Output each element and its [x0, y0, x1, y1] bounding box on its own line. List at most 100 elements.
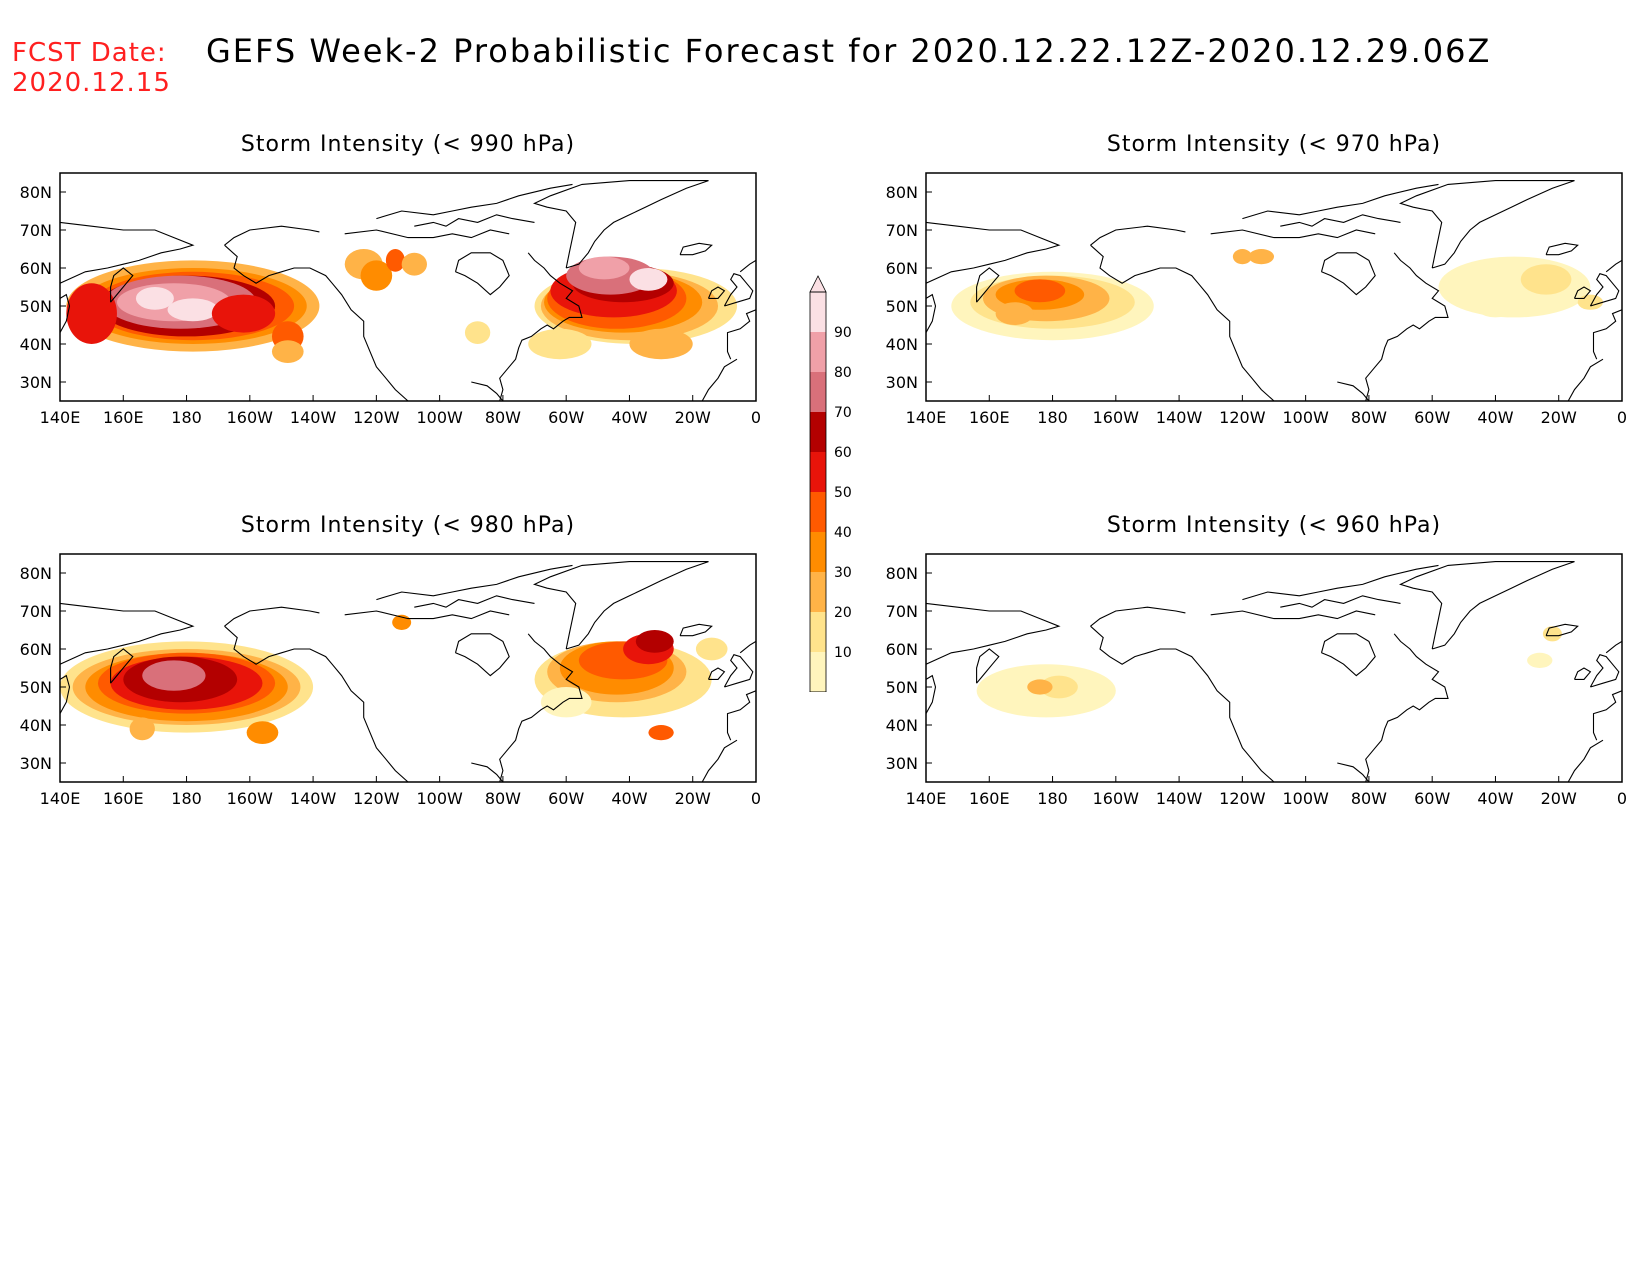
- lat-tick-label: 70N: [886, 221, 918, 240]
- coastline: [679, 623, 713, 637]
- coastline: [224, 225, 320, 246]
- coastline: [454, 252, 510, 296]
- lon-tick-label: 0: [1617, 789, 1627, 808]
- coastline: [926, 674, 937, 714]
- coastline: [707, 667, 726, 680]
- lat-tick-label: 50N: [20, 678, 52, 697]
- lat-tick-label: 80N: [20, 183, 52, 202]
- colorbar-swatch: [810, 492, 826, 532]
- probability-contour: [135, 287, 174, 310]
- lon-tick-label: 180: [1037, 408, 1068, 427]
- lat-tick-label: 70N: [886, 602, 918, 621]
- probability-contour: [129, 717, 155, 741]
- probability-contour: [271, 340, 304, 363]
- lat-tick-label: 60N: [886, 259, 918, 278]
- lon-tick-label: 160E: [103, 789, 144, 808]
- probability-contour: [66, 283, 117, 344]
- coastline: [1210, 610, 1376, 620]
- coastline: [344, 610, 510, 620]
- colorbar-swatch: [810, 332, 826, 372]
- lon-tick-label: 0: [751, 789, 761, 808]
- coastline: [1090, 606, 1186, 627]
- lat-tick-label: 70N: [20, 221, 52, 240]
- lat-tick-label: 40N: [886, 335, 918, 354]
- lon-tick-label: 160W: [1093, 789, 1140, 808]
- coastline: [1592, 309, 1622, 360]
- lon-tick-label: 0: [1617, 408, 1627, 427]
- coastline: [471, 381, 504, 401]
- lon-tick-label: 20W: [675, 789, 711, 808]
- coastline: [110, 267, 134, 303]
- probability-contour: [401, 252, 427, 276]
- coastline: [60, 293, 71, 333]
- lon-tick-label: 140E: [40, 789, 81, 808]
- lat-tick-label: 50N: [886, 297, 918, 316]
- lon-tick-label: 60W: [1414, 789, 1450, 808]
- coastline: [739, 640, 756, 654]
- coastline: [1573, 667, 1592, 680]
- colorbar-swatch: [810, 572, 826, 612]
- map-panel-970: 140E 160E 180 160W 140W 120W 100W 80W 60W 40W 20W 0…: [886, 172, 1627, 427]
- probability-contour: [995, 302, 1034, 325]
- lon-tick-label: 160E: [969, 408, 1010, 427]
- coastline: [60, 602, 195, 665]
- coastline: [1280, 595, 1401, 608]
- probability-field: [66, 249, 738, 363]
- lon-tick-label: 140W: [290, 789, 337, 808]
- coastline: [926, 293, 937, 333]
- page-title: GEFS Week-2 Probabilistic Forecast for 2…: [206, 32, 1492, 70]
- probability-contour: [142, 660, 206, 691]
- colorbar-swatch: [810, 292, 826, 332]
- coastline: [1605, 259, 1622, 273]
- lon-tick-label: 60W: [548, 789, 584, 808]
- plot-frame: [925, 553, 1623, 783]
- coastline: [1090, 225, 1186, 246]
- coastline: [1545, 242, 1579, 256]
- lon-tick-label: 180: [171, 789, 202, 808]
- lat-tick-label: 30N: [886, 754, 918, 773]
- lon-tick-label: 80W: [485, 789, 521, 808]
- probability-contour: [464, 321, 491, 344]
- colorbar-label: 60: [834, 445, 852, 461]
- coastline: [1090, 625, 1275, 782]
- coastline: [1242, 564, 1439, 601]
- colorbar-label: 90: [834, 325, 852, 341]
- coastline: [739, 259, 756, 273]
- lon-tick-label: 120W: [353, 408, 400, 427]
- coastline: [1398, 561, 1575, 650]
- lon-tick-label: 140E: [906, 789, 947, 808]
- lat-tick-label: 30N: [20, 373, 52, 392]
- lat-tick-label: 40N: [20, 335, 52, 354]
- probability-contour: [1470, 279, 1521, 318]
- coastline: [1605, 640, 1622, 654]
- probability-contour: [1520, 264, 1572, 295]
- fcst-date-value: 2020.12.15: [12, 68, 171, 98]
- colorbar-label: 50: [834, 485, 852, 501]
- probability-contour: [1527, 652, 1553, 668]
- lon-tick-label: 100W: [1282, 408, 1329, 427]
- probability-contour: [629, 268, 668, 291]
- lat-tick-label: 40N: [886, 716, 918, 735]
- map-panel-960: 140E 160E 180 160W 140W 120W 100W 80W 60W 40W 20W 0…: [886, 553, 1627, 808]
- lon-tick-label: 60W: [1414, 408, 1450, 427]
- coastline: [1090, 244, 1275, 401]
- lon-tick-label: 40W: [1477, 408, 1513, 427]
- coastline: [1337, 381, 1370, 401]
- lat-tick-label: 80N: [886, 183, 918, 202]
- coastline: [1320, 633, 1376, 677]
- probability-contour: [528, 328, 592, 360]
- coastline: [1567, 358, 1604, 401]
- lon-tick-label: 20W: [675, 408, 711, 427]
- coastline: [1567, 739, 1604, 782]
- lon-tick-label: 160W: [1093, 408, 1140, 427]
- coastline: [224, 625, 409, 782]
- lon-tick-label: 80W: [1351, 408, 1387, 427]
- colorbar-label: 30: [834, 565, 852, 581]
- coastline: [1365, 252, 1449, 401]
- coastline: [976, 648, 1000, 684]
- coastline: [1592, 690, 1622, 741]
- colorbar-swatch: [810, 452, 826, 492]
- lon-tick-label: 100W: [1282, 789, 1329, 808]
- probability-contour: [629, 328, 693, 360]
- lat-tick-label: 60N: [20, 259, 52, 278]
